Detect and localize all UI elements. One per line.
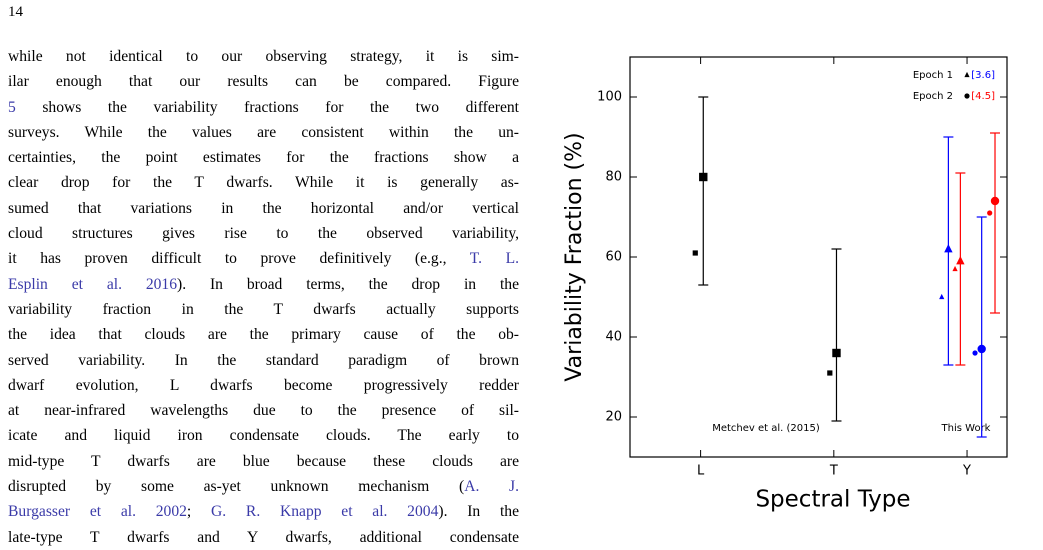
marker: [977, 344, 986, 354]
text-line: sumed that variations in the horizontal …: [8, 196, 519, 221]
text-line: Burgasser et al. 2002; G. R. Knapp et al…: [8, 499, 519, 524]
x-tick-label: L: [697, 464, 705, 479]
text: ;: [186, 503, 212, 521]
text: icate and liquid iron condensate clouds.…: [8, 427, 519, 445]
text: served variability. In the standard para…: [8, 351, 519, 369]
text-line: icate and liquid iron condensate clouds.…: [8, 423, 519, 448]
text: it has proven difficult to prove definit…: [8, 250, 470, 268]
text: at near-infrared wavelengths due to the …: [8, 402, 519, 420]
citation-link[interactable]: 5: [8, 98, 16, 116]
marker: [952, 265, 958, 272]
legend-label: Epoch 2: [913, 91, 953, 102]
text-line: served variability. In the standard para…: [8, 348, 519, 373]
text-line: variability fraction in the T dwarfs act…: [8, 297, 519, 322]
text-line: dwarf evolution, L dwarfs become progres…: [8, 373, 519, 398]
text: ). In broad terms, the drop in the: [177, 275, 519, 293]
text-line: cloud structures gives rise to the obser…: [8, 221, 519, 246]
text: dwarf evolution, L dwarfs become progres…: [8, 376, 519, 394]
marker: [699, 172, 708, 182]
text: the idea that clouds are the primary cau…: [8, 326, 519, 344]
text: certainties, the point estimates for the…: [8, 149, 519, 167]
y-tick-label: 20: [605, 410, 622, 425]
error-bar: [831, 248, 842, 422]
y-tick-label: 60: [605, 250, 622, 265]
text-line: mid-type T dwarfs are blue because these…: [8, 449, 519, 474]
legend-band: [4.5]: [971, 91, 995, 102]
marker: [832, 348, 841, 358]
citation-link[interactable]: G. R. Knapp et al. 2004: [211, 503, 439, 521]
text: surveys. While the values are consistent…: [8, 123, 519, 141]
marker: [987, 210, 993, 216]
text: sumed that variations in the horizontal …: [8, 199, 519, 217]
legend-marker: [964, 71, 970, 78]
text-line: surveys. While the values are consistent…: [8, 120, 519, 145]
marker: [990, 196, 1000, 206]
text: shows the variability fractions for the …: [15, 98, 519, 116]
x-axis-label: Spectral Type: [755, 487, 910, 513]
annotation: Metchev et al. (2015): [712, 423, 820, 434]
text: clear drop for the T dwarfs. While it is…: [8, 174, 519, 192]
text: mid-type T dwarfs are blue because these…: [8, 452, 519, 470]
text: late-type T dwarfs and Y dwarfs, additio…: [8, 528, 519, 546]
marker: [944, 243, 953, 253]
citation-link[interactable]: Burgasser et al. 2002: [8, 503, 187, 521]
citation-link[interactable]: A. J.: [464, 478, 520, 496]
plot-frame: [629, 56, 1008, 458]
text-line: certainties, the point estimates for the…: [8, 145, 519, 170]
y-tick-label: 80: [605, 170, 622, 185]
y-tick-label: 100: [597, 90, 622, 105]
text: disrupted by some as-yet unknown mechani…: [8, 478, 465, 496]
citation-link[interactable]: T. L.: [469, 250, 519, 268]
legend-band: [3.6]: [971, 70, 995, 81]
text-line: late-type T dwarfs and Y dwarfs, additio…: [8, 525, 519, 550]
marker: [692, 250, 698, 256]
text-line: it has proven difficult to prove definit…: [8, 246, 519, 271]
citation-link[interactable]: Esplin et al. 2016: [8, 275, 178, 293]
text: variability fraction in the T dwarfs act…: [8, 300, 519, 318]
error-bar: [976, 216, 987, 438]
text-line: the idea that clouds are the primary cau…: [8, 322, 519, 347]
marker: [827, 370, 833, 376]
legend-marker: [964, 93, 970, 99]
marker: [972, 350, 978, 356]
text: ilar enough that our results can be comp…: [8, 73, 519, 91]
text-line: Esplin et al. 2016). In broad terms, the…: [8, 272, 519, 297]
text-line: while not identical to our observing str…: [8, 44, 519, 69]
x-tick-label: Y: [962, 464, 971, 479]
text: cloud structures gives rise to the obser…: [8, 225, 519, 243]
text-line: clear drop for the T dwarfs. While it is…: [8, 170, 519, 195]
error-bar: [955, 172, 966, 366]
y-axis-label: Variability Fraction (%): [562, 132, 587, 381]
text-line: 5 shows the variability fractions for th…: [8, 95, 519, 120]
body-text: while not identical to our observing str…: [8, 44, 519, 550]
error-bar: [990, 132, 1001, 314]
text-line: at near-infrared wavelengths due to the …: [8, 398, 519, 423]
text: while not identical to our observing str…: [8, 48, 519, 65]
text-line: disrupted by some as-yet unknown mechani…: [8, 474, 519, 499]
marker: [956, 255, 965, 265]
text-line: ilar enough that our results can be comp…: [8, 69, 519, 94]
annotation: This Work: [941, 423, 991, 434]
y-tick-label: 40: [605, 330, 622, 345]
legend-label: Epoch 1: [913, 70, 953, 81]
error-bar: [698, 96, 709, 286]
page-number: 14: [8, 4, 23, 20]
x-tick-label: T: [829, 464, 838, 479]
marker: [939, 293, 945, 300]
text: ). In the: [438, 503, 519, 521]
